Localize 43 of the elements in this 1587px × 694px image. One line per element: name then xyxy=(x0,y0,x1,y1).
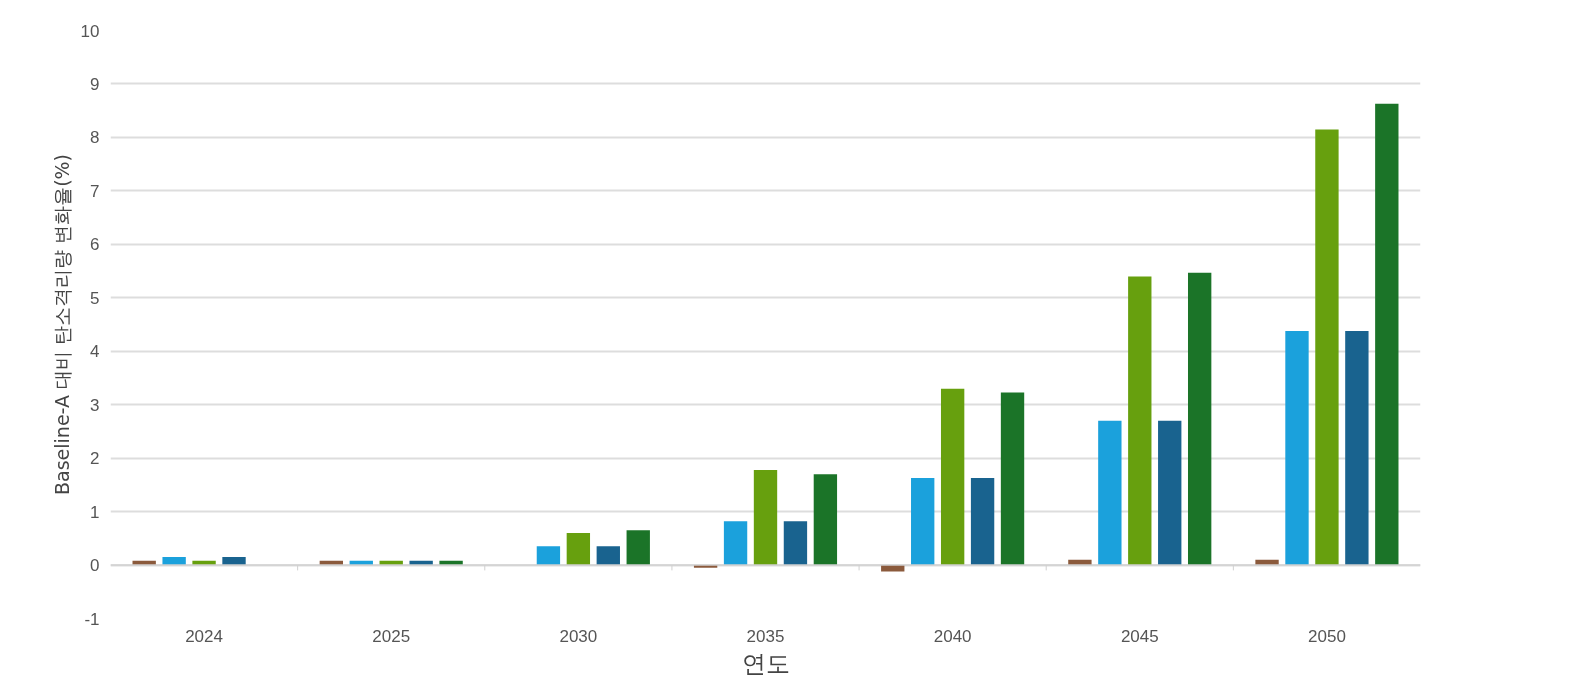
bar xyxy=(753,469,778,566)
bar xyxy=(723,521,748,566)
x-tick-label: 2040 xyxy=(933,626,972,646)
bar xyxy=(1315,129,1339,566)
bar xyxy=(1345,330,1369,566)
bar xyxy=(596,546,620,566)
bar xyxy=(970,477,995,566)
y-tick-label: 6 xyxy=(90,235,100,255)
x-tick-label: 2025 xyxy=(372,626,411,646)
y-tick-label: 10 xyxy=(80,21,100,41)
bar xyxy=(1000,392,1025,566)
y-tick-label: 7 xyxy=(90,181,100,201)
y-axis-title: Baseline-A 대비 탄소격리량 변화율(%) xyxy=(50,153,73,495)
bar xyxy=(1158,420,1182,566)
bar xyxy=(222,557,246,566)
y-tick-label: 5 xyxy=(90,288,100,308)
bar xyxy=(911,477,935,566)
y-tick-label: 2 xyxy=(90,449,100,469)
y-tick-label: 1 xyxy=(90,502,100,522)
x-axis-title: 연도 xyxy=(741,649,790,678)
bar xyxy=(626,530,650,566)
bar xyxy=(783,521,808,566)
y-tick-label: 0 xyxy=(90,556,100,576)
y-tick-label: 4 xyxy=(90,342,100,362)
y-tick-label: 8 xyxy=(90,128,100,148)
x-tick-label: 2035 xyxy=(746,626,785,646)
bar xyxy=(813,474,838,566)
x-tick-label: 2045 xyxy=(1120,626,1159,646)
bar xyxy=(1128,276,1152,566)
bar xyxy=(1375,103,1399,566)
bar xyxy=(940,388,965,566)
y-tick-label: 3 xyxy=(90,395,100,415)
y-tick-label: -1 xyxy=(84,609,100,629)
bar xyxy=(1098,420,1122,566)
bar xyxy=(536,546,561,566)
bar xyxy=(1187,272,1212,566)
bar xyxy=(566,532,591,566)
x-tick-label: 2030 xyxy=(559,626,598,646)
x-tick-label: 2050 xyxy=(1308,626,1346,646)
bar xyxy=(162,557,186,566)
bar xyxy=(1285,330,1309,566)
y-tick-label: 9 xyxy=(90,74,100,94)
x-tick-label: 2024 xyxy=(185,626,223,646)
